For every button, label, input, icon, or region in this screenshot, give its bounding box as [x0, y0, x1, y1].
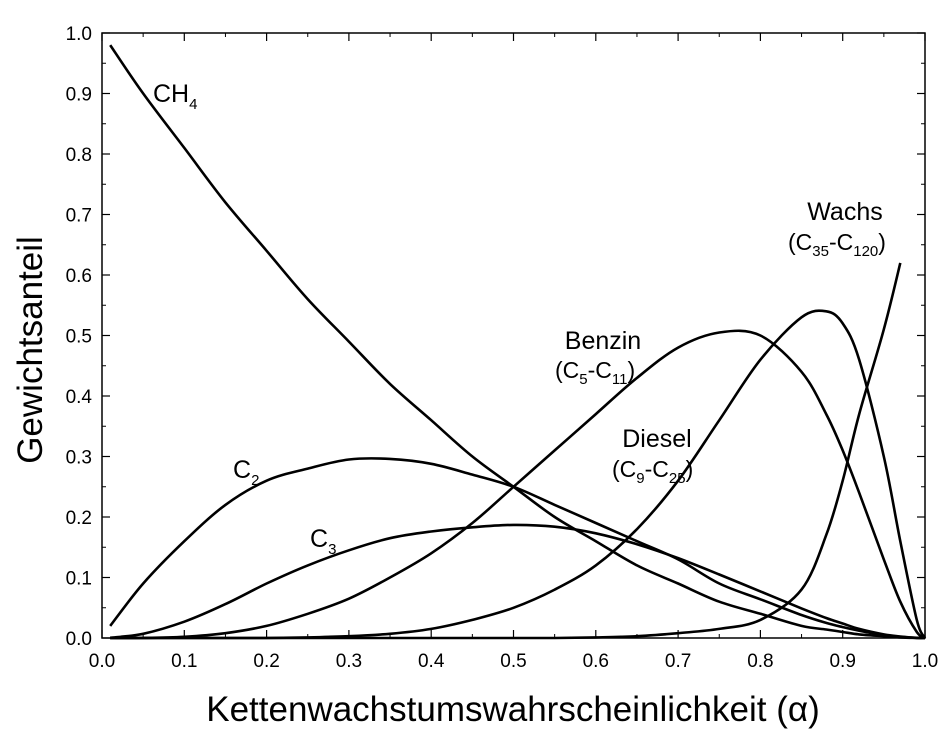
y-tick-label: 0.2 — [66, 508, 92, 529]
series-line-c3 — [110, 523, 926, 640]
y-tick-label: 0.5 — [66, 327, 92, 348]
y-tick-label: 0.8 — [66, 145, 92, 166]
x-tick-label: 0.7 — [665, 651, 691, 672]
plot-frame — [101, 32, 926, 639]
label-wachs: Wachs — [807, 198, 882, 226]
series-lines — [109, 44, 927, 640]
x-tick-label: 0.8 — [747, 651, 773, 672]
series-line-c2 — [109, 457, 926, 640]
label-c3: C3 — [310, 525, 336, 558]
y-tick-label: 0.1 — [66, 569, 92, 590]
x-tick-label: 0.0 — [89, 651, 115, 672]
y-axis-title: Gewichtsanteil — [11, 236, 50, 464]
x-axis: 0.0 0.1 0.2 0.3 0.4 0.5 0.6 0.7 0.8 0.9 1.0 — [89, 33, 938, 672]
y-tick-label: 0.3 — [66, 448, 92, 469]
x-tick-label: 0.4 — [418, 651, 445, 672]
series-line-benzin-c5-c11 — [110, 329, 926, 640]
series-line-wachs-c35-c120 — [110, 262, 902, 640]
x-axis-title: Kettenwachstumswahrscheinlichkeit (α) — [206, 690, 820, 729]
x-tick-label: 0.6 — [583, 651, 609, 672]
y-axis: 0.0 0.1 0.2 0.3 0.4 0.5 0.6 0.7 0.8 0.9 1.0 — [66, 24, 925, 650]
y-tick-label: 0.9 — [66, 85, 92, 106]
x-tick-label: 0.2 — [253, 651, 279, 672]
y-tick-label: 0.0 — [66, 629, 92, 650]
y-tick-label: 1.0 — [66, 24, 92, 45]
y-tick-label: 0.6 — [66, 266, 92, 287]
x-tick-label: 0.3 — [336, 651, 362, 672]
series-line-ch4 — [109, 44, 926, 640]
label-ch4: CH4 — [153, 80, 197, 113]
label-wachs-range: (C35-C120) — [788, 229, 886, 260]
x-tick-label: 0.1 — [171, 651, 197, 672]
x-tick-label: 1.0 — [912, 651, 938, 672]
label-benzin: Benzin — [565, 327, 641, 355]
label-diesel: Diesel — [622, 425, 691, 453]
label-c2: C2 — [233, 456, 259, 489]
x-tick-label: 0.9 — [829, 651, 855, 672]
y-tick-label: 0.4 — [66, 387, 93, 408]
label-benzin-range: (C5-C11) — [555, 357, 635, 388]
x-tick-label: 0.5 — [500, 651, 526, 672]
label-diesel-range: (C9-C25) — [612, 456, 693, 487]
y-tick-label: 0.7 — [66, 206, 92, 227]
